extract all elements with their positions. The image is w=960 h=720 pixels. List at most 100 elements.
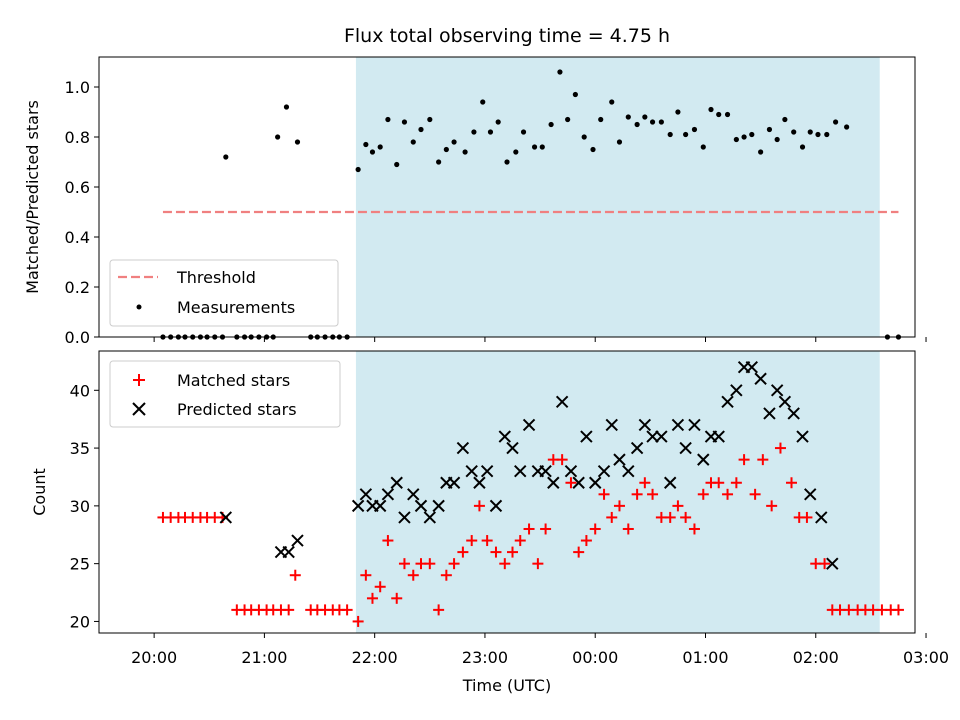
measurement-point [531, 144, 538, 150]
predicted-star-point [826, 557, 839, 570]
measurement-point [758, 149, 764, 155]
matched-star-point [532, 558, 544, 570]
measurement-point [625, 114, 631, 120]
predicted-star-point [688, 418, 701, 432]
top-y-tick-label: 0.2 [65, 278, 90, 297]
measurement-point [708, 106, 714, 113]
measurement-point [504, 159, 510, 165]
measurement-point [609, 99, 615, 105]
threshold-legend-label: Threshold [176, 268, 256, 287]
measurement-point [572, 91, 578, 98]
matched-star-point [448, 558, 460, 570]
predicted-star-point [282, 545, 295, 559]
measurement-point [427, 116, 433, 123]
predicted-star-point [778, 395, 792, 409]
matched-star-point [589, 523, 601, 535]
predicted-star-point [655, 430, 668, 443]
matched-star-point [697, 488, 709, 500]
matched-star-point [366, 592, 378, 604]
matched-star-point [352, 615, 364, 627]
matched-star-point [573, 546, 585, 558]
measurement-point [833, 119, 839, 125]
top-y-axis-label: Matched/Predicted stars [23, 100, 42, 294]
matched-star-point [391, 592, 403, 604]
measurement-point [616, 139, 623, 145]
matched-star-point [622, 523, 634, 535]
matched-star-point [819, 558, 831, 570]
predicted-star-point [721, 395, 734, 409]
x-tick-label: 23:00 [462, 648, 508, 667]
measurement-point [548, 121, 554, 128]
matched-star-point [523, 523, 535, 535]
measurement-point [733, 136, 739, 143]
predicted-star-point [564, 464, 578, 478]
measurement-point [649, 119, 656, 125]
x-tick-label: 22:00 [352, 648, 398, 667]
measurement-point [223, 154, 229, 160]
chart-title: Flux total observing time = 4.75 h [344, 25, 670, 47]
predicted-star-point [480, 464, 494, 478]
measurement-point [774, 136, 780, 143]
predicted-star-point [506, 441, 519, 455]
top-y-tick-label: 0.4 [65, 228, 90, 247]
predicted-star-point [381, 488, 395, 501]
predicted-star-point [638, 418, 652, 432]
predicted-legend-swatch [132, 402, 146, 416]
matched-star-point [341, 604, 353, 616]
measurement-point [462, 149, 468, 155]
measurement-point [782, 116, 788, 123]
measurement-point [394, 161, 400, 168]
predicted-star-point [663, 476, 677, 489]
bottom-y-tick-label: 35 [70, 439, 90, 458]
matched-star-point [766, 500, 778, 512]
matched-legend-swatch [133, 374, 145, 386]
measurements-legend-label: Measurements [177, 298, 295, 317]
measurement-point [369, 149, 376, 155]
matched-star-point [606, 511, 618, 523]
top-legend-box [109, 259, 339, 327]
predicted-star-point [787, 407, 800, 420]
bottom-legend-box [109, 360, 341, 428]
predicted-star-point [359, 488, 373, 501]
predicted-star-point [473, 476, 486, 489]
measurement-point [824, 131, 830, 138]
predicted-star-point [414, 499, 428, 513]
matched-star-point [785, 477, 797, 489]
matched-star-point [613, 500, 625, 512]
x-tick-label: 21:00 [241, 648, 287, 667]
matched-star-point [680, 511, 692, 523]
matched-star-point [473, 500, 485, 512]
predicted-star-point [679, 441, 692, 455]
measurement-point [418, 126, 424, 133]
measurement-point [410, 139, 416, 145]
measurement-point [799, 144, 806, 150]
matched-star-point [514, 535, 526, 547]
matched-star-point [407, 569, 419, 581]
bottom-y-tick-label: 40 [70, 381, 90, 400]
measurement-point [513, 149, 519, 155]
predicted-star-point [432, 499, 445, 513]
measurement-point [675, 109, 681, 115]
measurement-point [377, 144, 383, 150]
measurement-point [443, 146, 449, 153]
measurement-point [791, 129, 797, 135]
predicted-star-point [804, 488, 817, 501]
predicted-star-point [796, 430, 809, 443]
predicted-star-point [219, 511, 233, 524]
predicted-star-point [613, 453, 626, 466]
predicted-star-point [815, 511, 828, 524]
measurement-point [363, 141, 369, 148]
matched-star-point [374, 581, 386, 593]
measurement-point [539, 144, 545, 150]
matched-star-point [801, 511, 813, 523]
predicted-star-point [351, 499, 365, 513]
predicted-star-point [580, 430, 593, 443]
predicted-star-point [398, 511, 411, 524]
matched-star-point [556, 454, 568, 466]
measurement-point [401, 119, 408, 125]
predicted-star-point [423, 511, 437, 524]
predicted-star-point [373, 499, 387, 513]
measurement-point [766, 126, 773, 133]
matched-star-point [499, 558, 511, 570]
x-tick-label: 00:00 [572, 648, 618, 667]
